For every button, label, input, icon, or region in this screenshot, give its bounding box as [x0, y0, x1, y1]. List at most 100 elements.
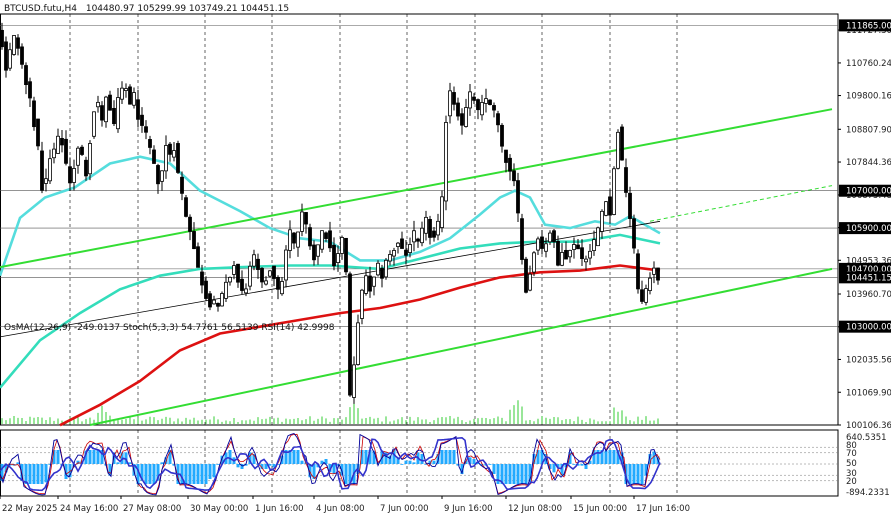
channel-line [0, 108, 833, 269]
price-tick-label: 110760.24 [846, 59, 891, 69]
candle-body [588, 250, 592, 259]
candle-body [148, 139, 152, 148]
osma-bar [148, 464, 152, 484]
osma-bar [464, 460, 468, 464]
osma-bar [500, 464, 504, 484]
candle-body [308, 227, 312, 247]
osma-bar [284, 450, 288, 464]
osma-bar [428, 460, 432, 464]
osma-bar [276, 464, 280, 465]
osma-bar [532, 454, 536, 464]
candle-body [152, 149, 156, 164]
ohlc-text: 104480.97 105299.99 103749.21 104451.15 [86, 4, 289, 14]
osma-bar [420, 454, 424, 464]
candle-body [296, 231, 300, 248]
osma-bar [312, 464, 316, 479]
osma-bar [68, 464, 72, 478]
osma-bar [240, 464, 244, 469]
stoch-main-line [0, 432, 661, 496]
osma-bar [260, 464, 264, 469]
candle-body [628, 192, 632, 219]
candle-body [16, 37, 20, 49]
badge-background [839, 184, 891, 197]
candle-body [376, 262, 380, 276]
candle-body [424, 216, 428, 234]
osma-bar [568, 452, 572, 464]
osma-bar [272, 464, 276, 468]
price-badge: 103000.00 [839, 320, 891, 333]
osma-bar [444, 450, 448, 464]
osma-bar [516, 464, 520, 484]
candle-body [512, 170, 516, 182]
candle-body [92, 111, 96, 137]
osma-bar [8, 464, 12, 466]
osma-bar [156, 464, 160, 481]
osma-bar [588, 460, 592, 464]
candle-body [88, 143, 92, 175]
candle-body [84, 159, 88, 177]
candle-body [312, 244, 316, 261]
osma-bar [4, 464, 8, 473]
osma-bar [460, 464, 464, 474]
osma-bar [20, 464, 24, 481]
osma-bar [592, 450, 596, 464]
candle-body [188, 216, 192, 232]
candle-body [128, 86, 132, 105]
candle-body [216, 302, 220, 307]
candle-body [432, 230, 436, 238]
candle-body [260, 267, 264, 283]
candle-body [48, 158, 52, 182]
candle-body [212, 299, 216, 305]
osma-bar [424, 464, 428, 465]
oscillator-tick-label: 30 [846, 469, 857, 479]
price-tick-label: 100106.36 [846, 421, 891, 431]
osma-bar [344, 464, 348, 484]
candle-body [524, 258, 528, 293]
osma-bar [376, 462, 380, 464]
osma-bar [536, 450, 540, 464]
osma-bar [552, 464, 556, 473]
candle-body [352, 364, 356, 398]
candle-body [488, 99, 492, 105]
candle-body [532, 252, 536, 273]
candle-body [96, 101, 100, 108]
osma-bar [180, 464, 184, 484]
candle-body [380, 267, 384, 279]
candle-body [20, 46, 24, 65]
candle-body [0, 29, 4, 48]
osma-bar [116, 462, 120, 464]
candle-body [632, 218, 636, 249]
badge-label: 103000.00 [846, 323, 891, 333]
candle-body [348, 273, 352, 396]
osma-bar [644, 464, 648, 476]
candle-body [448, 90, 452, 117]
osma-bar [512, 464, 516, 484]
level-badges: 111865.00 107000.00 105900.00 104700.001044… [839, 19, 891, 333]
candle-body [444, 122, 448, 202]
badge-label: 107000.00 [846, 187, 891, 197]
candle-body [232, 265, 236, 275]
candle-body [656, 267, 660, 281]
candle-body [464, 107, 468, 127]
price-tick-label: 109800.16 [846, 92, 891, 102]
osma-bar [336, 464, 340, 466]
candle-body [236, 263, 240, 283]
oscillator-panel-frame [0, 429, 839, 497]
osma-bar [188, 464, 192, 484]
candle-body [76, 147, 80, 166]
badge-label: 105900.00 [846, 224, 891, 234]
osma-bar [48, 464, 52, 465]
candle-body [328, 230, 332, 249]
time-tick-label: 24 May 16:00 [60, 504, 118, 514]
osma-bar [364, 450, 368, 464]
candle-body [168, 143, 172, 155]
osma-bar [24, 464, 28, 484]
osma-bar [492, 464, 496, 474]
candle-body [132, 92, 136, 106]
price-badge: 107000.00 [839, 184, 891, 197]
candle-body [440, 196, 444, 228]
candle-body [4, 41, 8, 71]
osma-bar [140, 464, 144, 481]
candle-body [100, 105, 104, 121]
